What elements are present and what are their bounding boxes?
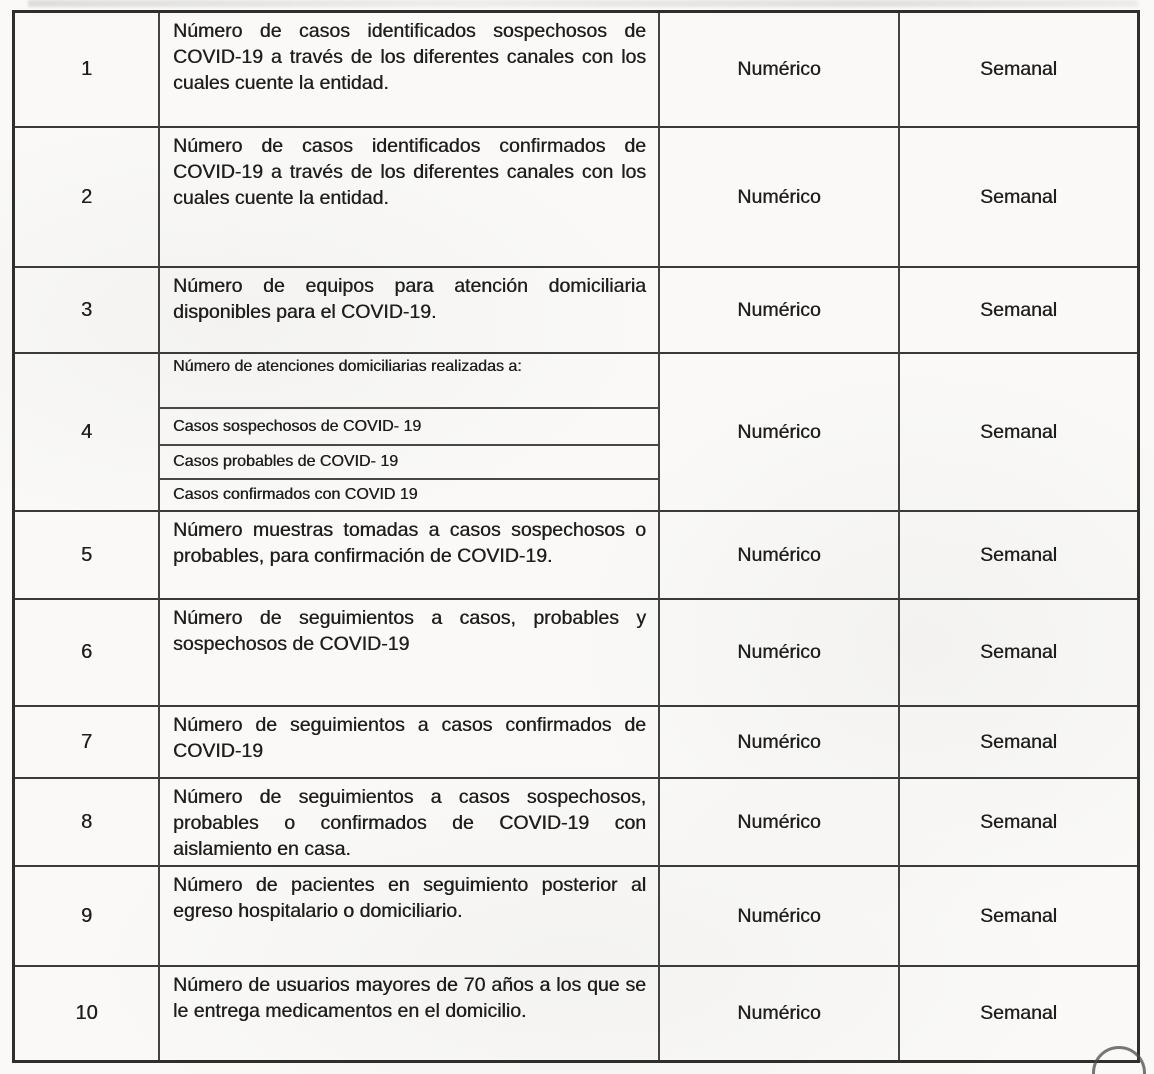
description-cell-subgrid: Número de atenciones domiciliarias reali… [160,354,660,512]
description-cell: Número muestras tomadas a casos sospecho… [160,512,660,600]
row-number-cell: 5 [15,512,160,600]
row-number-cell: 4 [15,354,160,512]
row-number-cell: 10 [15,967,160,1060]
description-cell: Número de pacientes en seguimiento poste… [160,867,660,967]
row-number-cell: 9 [15,867,160,967]
type-cell: Numérico [660,967,900,1060]
type-cell: Numérico [660,128,900,268]
row-number-cell: 7 [15,707,160,779]
type-cell: Numérico [660,707,900,779]
description-cell: Número de casos identificados confirmado… [160,128,660,268]
row-number-cell: 1 [15,13,160,128]
type-cell: Numérico [660,600,900,707]
description-cell: Número de seguimientos a casos confirmad… [160,707,660,779]
description-cell: Número de casos identificados sospechoso… [160,13,660,128]
description-subrow: Casos sospechosos de COVID- 19 [160,409,658,446]
description-cell: Número de equipos para atención domicili… [160,268,660,354]
description-cell: Número de seguimientos a casos, probable… [160,600,660,707]
type-cell: Numérico [660,867,900,967]
type-cell: Numérico [660,779,900,867]
description-subrow: Casos confirmados con COVID 19 [173,486,418,503]
row-number-cell: 6 [15,600,160,707]
row-number-cell: 8 [15,779,160,867]
frequency-cell: Semanal [900,779,1137,867]
frequency-cell: Semanal [900,707,1137,779]
frequency-cell: Semanal [900,13,1137,128]
type-cell: Numérico [660,354,900,512]
description-subrow: Casos probables de COVID- 19 [160,446,658,480]
frequency-cell: Semanal [980,1002,1057,1024]
description-cell: Número de seguimientos a casos sospechos… [160,779,660,867]
top-scan-smear [28,0,1138,7]
frequency-cell: Semanal [900,128,1137,268]
frequency-cell: Semanal [900,268,1137,354]
frequency-cell: Semanal [900,867,1137,967]
description-cell: Número de usuarios mayores de 70 años a … [160,967,660,1060]
description-subheader: Número de atenciones domiciliarias reali… [160,354,658,409]
frequency-cell: Semanal [900,512,1137,600]
type-cell: Numérico [660,268,900,354]
type-cell: Numérico [660,13,900,128]
indicator-table: 1 Número de casos identificados sospecho… [12,10,1140,1063]
frequency-cell: Semanal [900,354,1137,512]
row-number-cell: 2 [15,128,160,268]
frequency-cell: Semanal [900,600,1137,707]
type-cell: Numérico [660,512,900,600]
row-number-cell: 3 [15,268,160,354]
